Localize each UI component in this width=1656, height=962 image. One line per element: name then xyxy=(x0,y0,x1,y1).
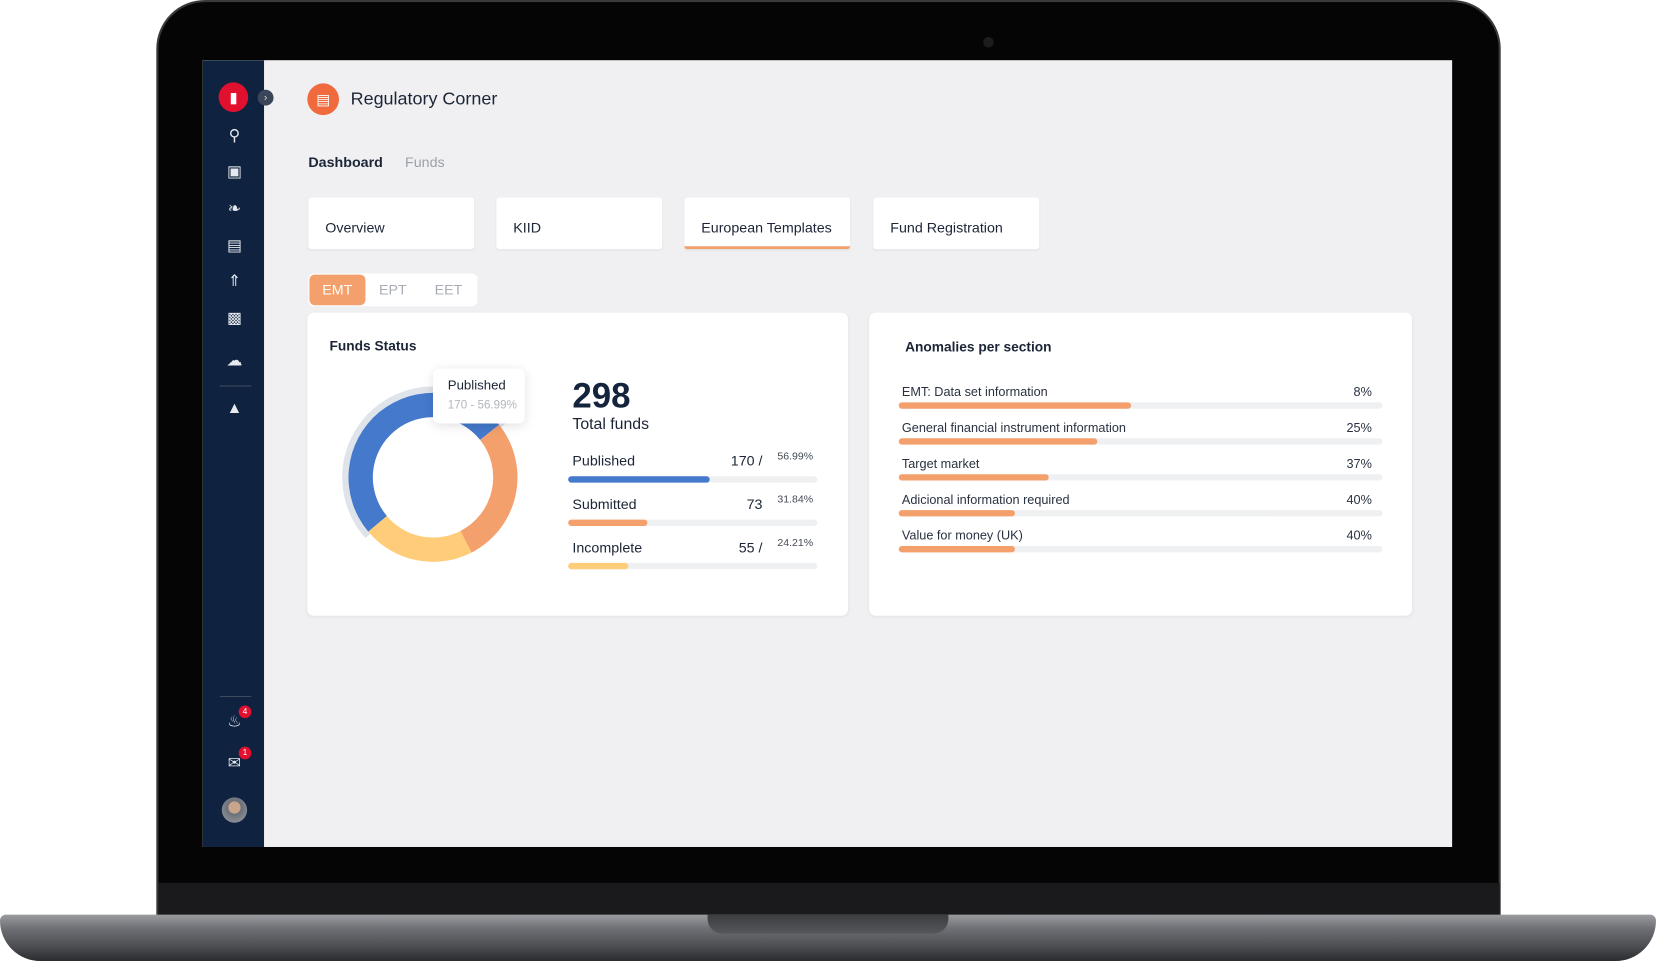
anomaly-label: Target market xyxy=(901,456,980,472)
segment-ept[interactable]: EPT xyxy=(379,281,407,298)
total-funds-value: 298 xyxy=(572,375,631,416)
anomaly-progress-fill xyxy=(898,510,1015,517)
card-title: Anomalies per section xyxy=(905,339,1052,355)
donut-slice-submitted[interactable] xyxy=(460,424,518,553)
tab-fund-registration[interactable]: Fund Registration xyxy=(873,197,1040,250)
notification-badge: 4 xyxy=(238,705,252,719)
avatar[interactable] xyxy=(221,797,248,823)
sidebar-divider xyxy=(219,695,252,698)
status-percent: 56.99% xyxy=(777,450,814,463)
anomaly-progress-fill xyxy=(898,474,1049,481)
anomaly-progress-track xyxy=(898,546,1383,553)
status-label: Incomplete xyxy=(572,539,643,556)
anomalies-card: Anomalies per section EMT: Data set info… xyxy=(869,312,1413,616)
status-percent: 31.84% xyxy=(777,494,814,506)
anomaly-progress-track xyxy=(898,402,1383,409)
nav-funds[interactable]: Funds xyxy=(405,154,445,171)
anomaly-row: Value for money (UK) 40% xyxy=(898,528,1383,560)
anomaly-percent: 40% xyxy=(1346,528,1372,543)
status-count: 170 / xyxy=(730,453,763,469)
anomaly-label: Value for money (UK) xyxy=(901,528,1023,543)
anomaly-label: EMT: Data set information xyxy=(901,384,1048,400)
anomaly-progress-fill xyxy=(898,546,1015,553)
app-header: ▤ Regulatory Corner xyxy=(307,83,498,116)
status-row-published: Published 170 / 56.99% xyxy=(568,450,818,483)
tooltip-label: Published xyxy=(447,378,506,393)
status-progress-fill xyxy=(568,562,629,570)
segment-emt[interactable]: EMT xyxy=(309,274,366,306)
chart-line-icon[interactable]: ⇑ xyxy=(227,272,242,291)
page-title: Regulatory Corner xyxy=(350,88,498,109)
tab-european-templates[interactable]: European Templates xyxy=(684,197,851,250)
sidebar: ▮ › ⚲ ▣ ❧ ▤ ⇑ ▩ ☁ ▲ ♨ 4 ✉ 1 xyxy=(202,60,274,847)
status-row-incomplete: Incomplete 55 / 24.21% xyxy=(568,537,818,570)
chart-tooltip: Published 170 - 56.99% xyxy=(433,368,525,424)
bar-chart-logo[interactable]: ▮ xyxy=(218,82,249,112)
sidebar-divider xyxy=(219,385,252,387)
status-percent: 24.21% xyxy=(777,537,814,550)
laptop-chin xyxy=(158,882,1500,919)
status-count: 73 xyxy=(746,496,763,513)
chat-icon[interactable]: ✉ 1 xyxy=(223,746,252,774)
status-progress-track xyxy=(568,476,818,483)
anomaly-label: Adicional information required xyxy=(901,492,1070,507)
tab-overview[interactable]: Overview xyxy=(308,197,475,250)
anomaly-percent: 8% xyxy=(1353,384,1372,400)
tab-kiid[interactable]: KIID xyxy=(496,197,663,250)
book-icon[interactable]: ▤ xyxy=(226,236,242,255)
anomaly-label: General financial instrument information xyxy=(901,420,1126,436)
total-funds-label: Total funds xyxy=(572,415,650,434)
anomaly-progress-fill xyxy=(898,438,1098,445)
anomaly-row: Target market 37% xyxy=(898,456,1383,488)
funds-donut-chart xyxy=(342,386,518,562)
book-icon: ▤ xyxy=(307,83,340,116)
status-row-submitted: Submitted 73 31.84% xyxy=(568,494,818,526)
briefcase-icon[interactable]: ▣ xyxy=(226,162,242,181)
atm-icon[interactable]: ▩ xyxy=(226,309,242,328)
message-badge: 1 xyxy=(238,746,252,760)
status-label: Submitted xyxy=(572,496,637,513)
anomaly-progress-track xyxy=(898,438,1383,445)
breadcrumb-nav: Dashboard Funds xyxy=(308,154,444,170)
camera xyxy=(983,36,994,48)
anomaly-percent: 37% xyxy=(1346,456,1372,472)
anomaly-row: EMT: Data set information 8% xyxy=(898,384,1383,416)
anomaly-percent: 25% xyxy=(1346,420,1372,436)
anomaly-row: General financial instrument information… xyxy=(898,420,1383,452)
app-screen: ▮ › ⚲ ▣ ❧ ▤ ⇑ ▩ ☁ ▲ ♨ 4 ✉ 1 ▤ Regulatory C… xyxy=(202,60,1453,847)
search-chart-icon[interactable]: ⚲ xyxy=(228,126,241,145)
donut-slice-incomplete[interactable] xyxy=(368,516,472,562)
anomaly-progress-track xyxy=(898,474,1383,481)
anomaly-progress-track xyxy=(898,510,1383,517)
anomaly-row: Adicional information required 40% xyxy=(898,492,1383,524)
tooltip-value: 170 - 56.99% xyxy=(447,399,517,412)
card-title: Funds Status xyxy=(329,337,417,354)
nav-dashboard[interactable]: Dashboard xyxy=(308,154,383,171)
status-progress-track xyxy=(568,562,818,570)
anomaly-progress-fill xyxy=(898,402,1131,409)
anomaly-percent: 40% xyxy=(1346,492,1372,507)
chevron-right-icon[interactable]: › xyxy=(257,89,274,106)
donut-slice-published[interactable] xyxy=(348,392,500,532)
template-segmented-control: EMT EPT EET xyxy=(308,273,478,307)
status-progress-fill xyxy=(568,519,648,526)
shopping-bag-icon[interactable]: ▲ xyxy=(226,399,243,418)
bell-icon[interactable]: ♨ 4 xyxy=(223,705,252,733)
status-progress-fill xyxy=(568,476,711,483)
status-label: Published xyxy=(572,453,636,469)
cloud-download-icon[interactable]: ☁ xyxy=(226,351,243,370)
laptop-notch xyxy=(707,914,949,934)
status-count: 55 / xyxy=(738,539,763,556)
funds-status-card: Funds Status Published 170 - 56.99% 298 … xyxy=(307,312,849,616)
segment-eet[interactable]: EET xyxy=(434,281,463,298)
status-progress-track xyxy=(568,519,818,526)
leaf-icon[interactable]: ❧ xyxy=(227,199,242,218)
